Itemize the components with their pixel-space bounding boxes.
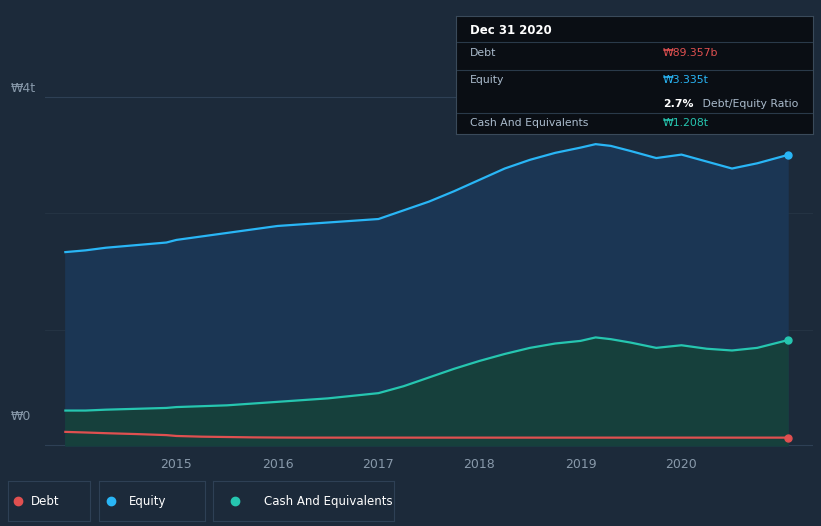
Text: Dec 31 2020: Dec 31 2020 bbox=[470, 24, 552, 37]
Text: Debt/Equity Ratio: Debt/Equity Ratio bbox=[699, 99, 798, 109]
Text: ₩3.335t: ₩3.335t bbox=[663, 75, 709, 85]
Text: ₩0: ₩0 bbox=[11, 410, 31, 423]
Text: Equity: Equity bbox=[470, 75, 504, 85]
Text: ₩1.208t: ₩1.208t bbox=[663, 117, 709, 128]
Text: 2.7%: 2.7% bbox=[663, 99, 693, 109]
Text: Cash And Equivalents: Cash And Equivalents bbox=[264, 494, 392, 508]
Text: ₩89.357b: ₩89.357b bbox=[663, 48, 718, 58]
Text: Cash And Equivalents: Cash And Equivalents bbox=[470, 117, 589, 128]
Text: Debt: Debt bbox=[31, 494, 60, 508]
Text: Equity: Equity bbox=[128, 494, 166, 508]
Text: Debt: Debt bbox=[470, 48, 497, 58]
Text: ₩4t: ₩4t bbox=[11, 82, 36, 95]
